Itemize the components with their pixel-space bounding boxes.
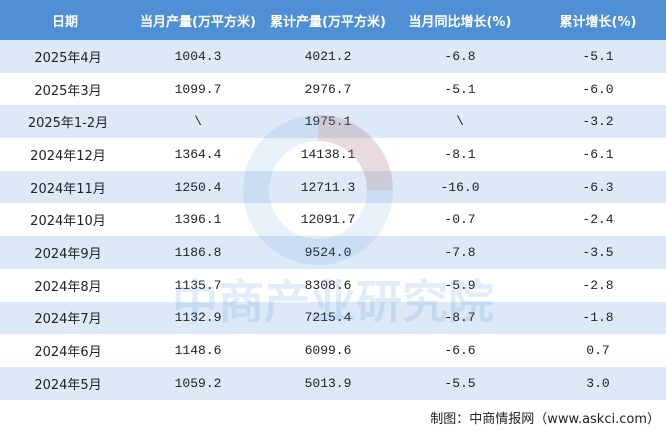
header-cell: 累计产量(万平方米) <box>270 14 386 30</box>
table-row: 2025年3月 1099.7 2976.7 -5.1 -6.0 <box>0 73 666 106</box>
table-cell: 12091.7 <box>300 212 356 228</box>
table-cell: -5.9 <box>444 277 476 293</box>
table-cell: 2024年7月 <box>34 312 102 328</box>
table-cell: \ <box>456 114 464 130</box>
table-row: 2024年11月 1250.4 12711.3 -16.0 -6.3 <box>0 170 666 204</box>
table-cell: -5.1 <box>444 81 476 97</box>
table-cell: -3.5 <box>582 245 614 261</box>
header-cell: 累计增长(%) <box>559 14 637 30</box>
header-cell: 当月产量(万平方米) <box>140 14 256 30</box>
table-cell: 7215.4 <box>304 310 352 326</box>
table-cell: 2024年5月 <box>34 377 102 393</box>
table-row: 2024年10月 1396.1 12091.7 -0.7 -2.4 <box>0 204 666 237</box>
table-row: 2024年8月 1135.7 8308.6 -5.9 -2.8 <box>0 269 666 302</box>
table-cell: 1132.9 <box>174 310 222 326</box>
table-cell: 2025年1-2月 <box>27 116 109 132</box>
table-cell: -2.8 <box>582 277 614 293</box>
header-cell: 日期 <box>52 14 79 30</box>
table-cell: 14138.1 <box>300 146 356 162</box>
table-cell: 1250.4 <box>174 179 222 195</box>
table-cell: -7.8 <box>444 245 476 261</box>
table-cell: 0.7 <box>586 343 610 359</box>
table-cell: -3.2 <box>582 114 614 130</box>
table-row: 2024年6月 1148.6 6099.6 -6.6 0.7 <box>0 334 666 367</box>
table-cell: 2024年12月 <box>30 148 106 164</box>
table-cell: 1364.4 <box>174 146 222 162</box>
table-cell: -16.0 <box>440 179 480 195</box>
table-cell: 2024年9月 <box>34 247 102 263</box>
table-cell: 2024年10月 <box>30 214 106 230</box>
table-cell: 2025年4月 <box>34 50 102 66</box>
table-cell: -8.1 <box>444 146 476 162</box>
table-cell: -6.6 <box>444 343 476 359</box>
table-cell: 1975.1 <box>304 114 352 130</box>
table-cell: 3.0 <box>586 375 610 391</box>
table-cell: -2.4 <box>582 212 614 228</box>
table-cell: 12711.3 <box>300 179 356 195</box>
table-cell: -6.1 <box>582 146 614 162</box>
table-cell: 1186.8 <box>174 245 222 261</box>
table-cell: 4021.2 <box>304 48 352 64</box>
table-row: 2024年5月 1059.2 5013.9 -5.5 3.0 <box>0 367 666 400</box>
table-cell: 5013.9 <box>304 375 352 391</box>
table-cell: 1004.3 <box>174 48 222 64</box>
table-cell: 1135.7 <box>174 277 222 293</box>
header-cell: 当月同比增长(%) <box>408 14 512 30</box>
table-row: 2025年1-2月 \ 1975.1 \ -3.2 <box>0 105 666 139</box>
table-row: 2024年12月 1364.4 14138.1 -8.1 -6.1 <box>0 138 666 171</box>
table-cell: 2024年11月 <box>30 181 106 197</box>
table-cell: 1148.6 <box>174 343 222 359</box>
table-cell: 1099.7 <box>174 81 222 97</box>
footer-credit: 制图：中商情报网（www.askci.com） <box>430 412 660 427</box>
table-cell: -6.0 <box>582 81 614 97</box>
table-cell: 1396.1 <box>174 212 222 228</box>
table-cell: 8308.6 <box>304 277 352 293</box>
table-cell: 2976.7 <box>304 81 352 97</box>
table-row: 2025年4月 1004.3 4021.2 -6.8 -5.1 <box>0 40 666 73</box>
table-cell: \ <box>194 114 202 130</box>
table-cell: -5.1 <box>582 48 614 64</box>
table-cell: -8.7 <box>444 310 476 326</box>
table-cell: -5.5 <box>444 375 476 391</box>
table-cell: -6.8 <box>444 48 476 64</box>
table-cell: 2024年6月 <box>34 345 102 361</box>
table-cell: -1.8 <box>582 310 614 326</box>
table-cell: 1059.2 <box>174 375 222 391</box>
table-cell: 2025年3月 <box>34 83 102 99</box>
table-row: 2024年9月 1186.8 9524.0 -7.8 -3.5 <box>0 236 666 269</box>
table-cell: 6099.6 <box>304 343 352 359</box>
table-cell: 2024年8月 <box>34 279 102 295</box>
header-row: 日期 当月产量(万平方米) 累计产量(万平方米) 当月同比增长(%) 累计增长(%) <box>0 0 666 40</box>
table-cell: -0.7 <box>444 212 476 228</box>
table-cell: -6.3 <box>582 179 614 195</box>
table-row: 2024年7月 1132.9 7215.4 -8.7 -1.8 <box>0 301 666 335</box>
table-cell: 9524.0 <box>304 245 352 261</box>
